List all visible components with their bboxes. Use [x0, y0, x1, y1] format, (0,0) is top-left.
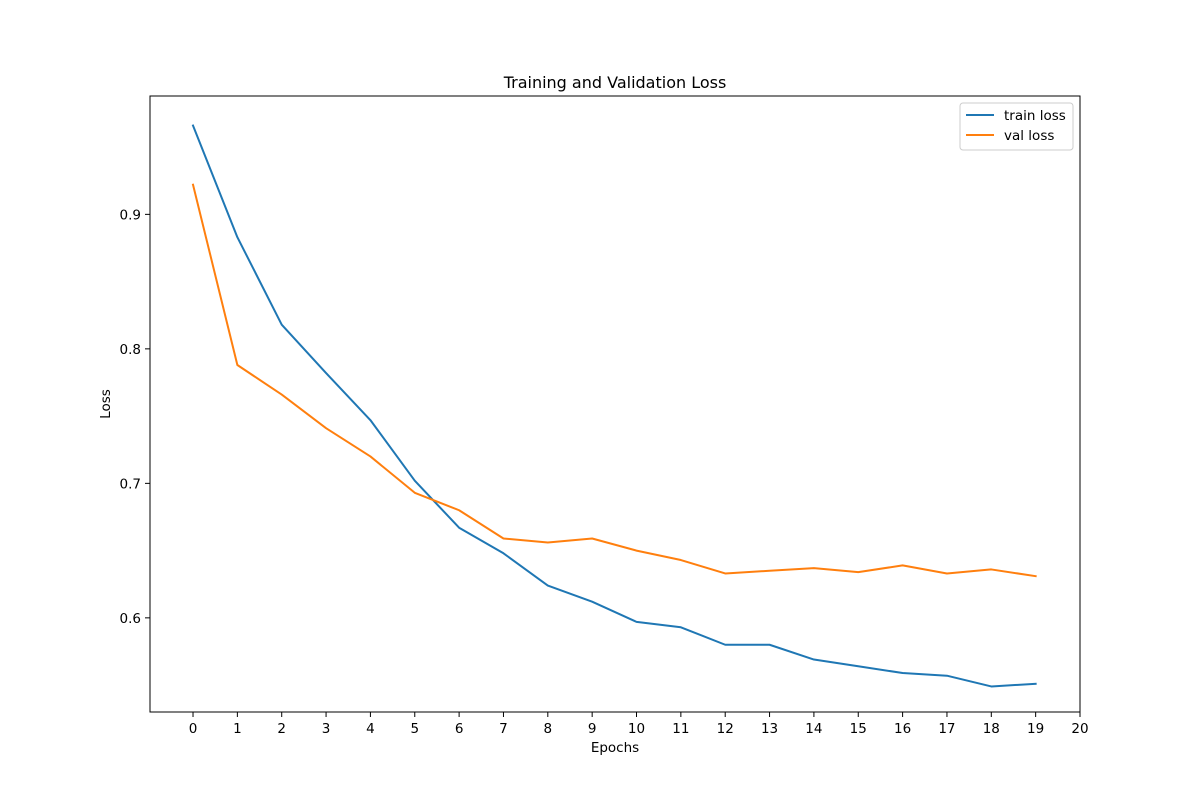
- legend: train loss val loss: [959, 102, 1074, 151]
- series-line-train-loss: [191, 124, 1037, 688]
- x-tick-label: 3: [322, 721, 331, 737]
- y-tick-label: 0.8: [120, 342, 141, 358]
- x-tick-label: 1: [233, 721, 242, 737]
- x-axis-label: Epochs: [591, 740, 639, 756]
- x-tick-label: 12: [717, 721, 734, 737]
- x-axis: 0 1 2 3 4 5 6 7 8 9 10 11 12 13 14 15 16 17 18 19 20: [189, 712, 1089, 737]
- x-tick-label: 15: [850, 721, 867, 737]
- legend-val-loss-label: val loss: [1004, 128, 1054, 144]
- x-tick-label: 10: [628, 721, 645, 737]
- x-tick-label: 0: [189, 721, 198, 737]
- y-tick-label: 0.7: [120, 476, 141, 492]
- chart-title: Training and Validation Loss: [503, 73, 727, 92]
- x-tick-label: 8: [544, 721, 553, 737]
- x-tick-label: 16: [894, 721, 911, 737]
- x-tick-label: 17: [938, 721, 955, 737]
- x-tick-label: 4: [366, 721, 375, 737]
- x-tick-label: 19: [1027, 721, 1044, 737]
- x-tick-label: 20: [1071, 721, 1088, 737]
- x-tick-label: 2: [277, 721, 286, 737]
- y-tick-label: 0.9: [120, 207, 141, 223]
- y-axis-label: Loss: [98, 389, 114, 419]
- x-tick-label: 18: [983, 721, 1000, 737]
- series-layer: [191, 124, 1037, 688]
- legend-train-loss-label: train loss: [1004, 108, 1066, 124]
- series-line-val-loss: [191, 183, 1037, 578]
- x-tick-label: 14: [805, 721, 822, 737]
- x-tick-label: 7: [499, 721, 508, 737]
- plot-area-frame: [149, 95, 1081, 713]
- y-axis: 0.6 0.7 0.8 0.9: [120, 207, 150, 627]
- x-tick-label: 13: [761, 721, 778, 737]
- x-tick-label: 5: [410, 721, 419, 737]
- x-tick-label: 9: [588, 721, 597, 737]
- x-tick-label: 6: [455, 721, 464, 737]
- x-tick-label: 11: [672, 721, 689, 737]
- y-tick-label: 0.6: [120, 611, 141, 627]
